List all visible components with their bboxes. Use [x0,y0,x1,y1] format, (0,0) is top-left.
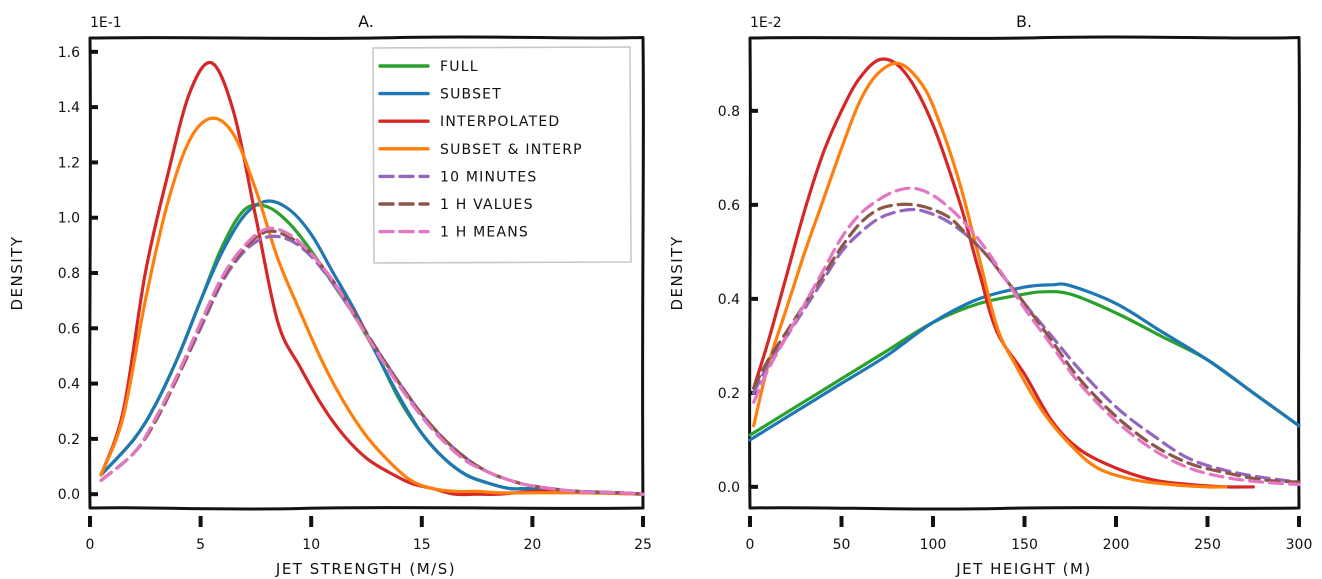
panel-a: 1E-1 A. 0.0 0.2 0.4 0.6 0.8 1.0 1.2 1.4 1.6 0 5 10… [8,12,652,578]
panel-b-x-tick-label: 250 [1194,537,1221,553]
panel-a-x-tick-label: 10 [302,537,320,553]
panel-a-x-axis-title: JET STRENGTH (M/S) [275,560,456,578]
panel-b-frame [750,37,1300,509]
panel-a-x-tick-label: 25 [634,537,652,553]
panel-b-title: B. [1016,12,1032,31]
panel-a-y-tick-label: 1.2 [58,155,80,171]
panel-a-offset-label: 1E-1 [90,15,122,31]
legend-label-1-h-means: 1 H MEANS [440,225,529,241]
panel-a-title: A. [358,12,374,31]
panel-a-y-tick-label: 1.0 [58,211,80,227]
panel-a-y-tick-label: 0.0 [58,487,80,503]
panel-b-x-tick-label: 100 [920,537,947,553]
legend-label-subset-and-interp: SUBSET & INTERP [440,142,583,158]
panel-b-x-tick-label: 50 [833,537,851,553]
panel-a-x-tick-label: 5 [196,537,205,553]
panel-b-x-tick-label: 200 [1103,537,1130,553]
panel-a-y-tick-label: 1.6 [58,45,80,61]
legend-label-1-h-values: 1 H VALUES [440,197,534,213]
panel-b-x-axis-title: JET HEIGHT (M) [955,560,1092,578]
panel-b-y-axis-title: DENSITY [668,235,686,310]
panel-a-series-1-h-means [101,228,643,494]
legend-label-10-minutes: 10 MINUTES [440,169,537,185]
panel-a-y-axis: 0.0 0.2 0.4 0.6 0.8 1.0 1.2 1.4 1.6 [58,45,98,503]
panel-b-plot-area [750,59,1299,487]
panel-b-y-tick-label: 0.4 [718,292,740,308]
panel-b-x-tick-label: 150 [1011,537,1038,553]
panel-b: 1E-2 B. 0.0 0.2 0.4 0.6 0.8 0 50 100 150 200 250 3… [668,12,1312,578]
legend-label-subset: SUBSET [440,87,502,103]
panel-a-y-tick-label: 1.4 [58,100,80,116]
panel-a-x-tick-label: 0 [86,537,95,553]
legend-label-full: FULL [440,59,479,75]
legend: FULL SUBSET INTERPOLATED SUBSET & INTERP 10 … [373,47,631,263]
panel-a-y-tick-label: 0.4 [58,377,80,393]
panel-a-x-axis: 0 5 10 15 20 25 [86,516,652,553]
panel-b-y-tick-label: 0.6 [718,198,740,214]
panel-a-y-axis-title: DENSITY [8,235,26,310]
panel-b-series-1-h-values [754,204,1299,482]
panel-b-y-tick-label: 0.8 [718,104,740,120]
legend-label-interpolated: INTERPOLATED [440,114,560,130]
panel-b-x-tick-label: 300 [1286,537,1313,553]
panel-a-x-tick-label: 15 [413,537,431,553]
panel-b-y-tick-label: 0.0 [718,480,740,496]
panel-b-offset-label: 1E-2 [750,15,782,31]
panel-b-x-tick-label: 0 [746,537,755,553]
panel-a-y-tick-label: 0.6 [58,321,80,337]
panel-a-y-tick-label: 0.8 [58,266,80,282]
panel-a-y-tick-label: 0.2 [58,432,80,448]
panel-b-y-tick-label: 0.2 [718,386,740,402]
panel-a-x-tick-label: 20 [523,537,541,553]
panel-b-series-1-h-means [754,188,1299,484]
panel-b-x-axis: 0 50 100 150 200 250 300 [746,516,1313,553]
panel-b-series-full [750,292,1299,435]
